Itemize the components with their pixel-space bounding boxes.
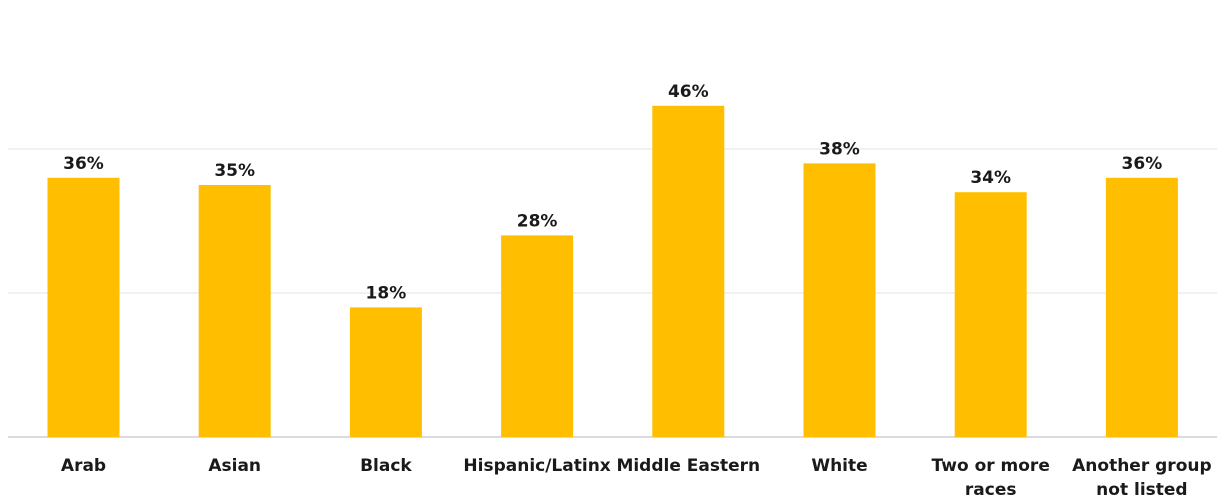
category-label-1: Asian — [208, 456, 261, 476]
category-label-0: Arab — [61, 456, 106, 476]
value-label-0: 36% — [63, 154, 104, 174]
category-label-line: Black — [360, 456, 412, 476]
value-label-6: 34% — [970, 168, 1011, 188]
value-label-2: 18% — [366, 283, 407, 303]
gridlines — [8, 148, 1217, 438]
category-label-line: Hispanic/Latinx — [463, 456, 610, 476]
bar-1 — [198, 185, 271, 437]
value-label-1: 35% — [214, 161, 255, 181]
category-labels: Arab Asian Black Hispanic/Latinx Middle East… — [61, 456, 1212, 500]
category-label-line: Arab — [61, 456, 106, 476]
category-label-4: Middle Eastern — [616, 456, 760, 476]
bar-7 — [1105, 177, 1178, 438]
bar-2 — [349, 307, 422, 437]
category-label-line: not listed — [1096, 480, 1187, 500]
value-label-4: 46% — [668, 82, 709, 102]
value-label-5: 38% — [819, 139, 860, 159]
bar-0 — [47, 177, 120, 438]
bar-6 — [954, 192, 1027, 437]
category-label-6: Two or more races — [932, 456, 1050, 500]
category-label-7: Another group not listed — [1072, 456, 1212, 500]
bar-5 — [803, 163, 876, 437]
category-label-line: Two or more — [932, 456, 1050, 476]
bar-3 — [501, 235, 574, 437]
category-label-2: Black — [360, 456, 412, 476]
category-label-5: White — [811, 456, 867, 476]
value-label-7: 36% — [1122, 154, 1163, 174]
category-label-3: Hispanic/Latinx — [463, 456, 610, 476]
category-label-line: Middle Eastern — [616, 456, 760, 476]
value-label-3: 28% — [517, 211, 558, 231]
value-labels: 36% 35% 18% 28% 46% 38% 34% 36% — [63, 82, 1162, 304]
category-label-line: Asian — [208, 456, 261, 476]
category-label-line: races — [965, 480, 1017, 500]
bars — [47, 105, 1178, 438]
category-label-line: Another group — [1072, 456, 1212, 476]
bar-4 — [652, 105, 725, 438]
category-label-line: White — [811, 456, 867, 476]
